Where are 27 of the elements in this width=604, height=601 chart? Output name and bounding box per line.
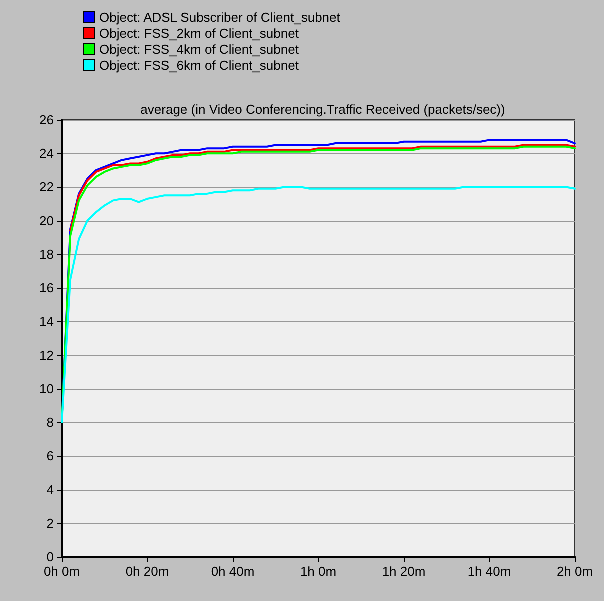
y-tick-label: 0 (46, 550, 54, 564)
y-tick-label: 24 (40, 146, 54, 162)
y-tick-label: 14 (40, 314, 54, 330)
y-tick-label: 4 (46, 482, 54, 498)
y-tick-label: 8 (46, 415, 54, 430)
legend-label: Object: FSS_2km of Client_subnet (100, 26, 300, 41)
x-tick-label: 0h 0m (44, 564, 80, 579)
legend-label: Object: FSS_6km of Client_subnet (100, 58, 300, 73)
chart-title: average (in Video Conferencing.Traffic Received (packets/sec)) (140, 102, 506, 117)
y-tick-label: 18 (40, 246, 54, 262)
legend-label: Object: FSS_4km of Client_subnet (100, 42, 300, 57)
y-tick-label: 20 (40, 213, 54, 228)
y-tick-label: 2 (46, 516, 54, 531)
line-series (70, 144, 576, 232)
y-tick-label: 12 (40, 348, 54, 363)
x-tick-label: 1h 20m (382, 564, 426, 579)
y-tick-label: 6 (46, 448, 54, 464)
y-tick-label: 16 (40, 280, 54, 296)
x-tick-label: 1h 40m (468, 564, 512, 579)
y-tick-label: 10 (40, 381, 54, 396)
x-tick-label: 0h 40m (211, 564, 255, 579)
y-tick-label: 26 (40, 112, 54, 128)
x-tick-label: 0h 20m (126, 564, 170, 579)
x-tick-label: 2h 0m (556, 564, 594, 579)
legend-label: Object: ADSL Subscriber of Client_subnet (100, 10, 341, 25)
y-tick-label: 22 (40, 180, 54, 195)
x-tick-label: 1h 0m (300, 564, 337, 579)
